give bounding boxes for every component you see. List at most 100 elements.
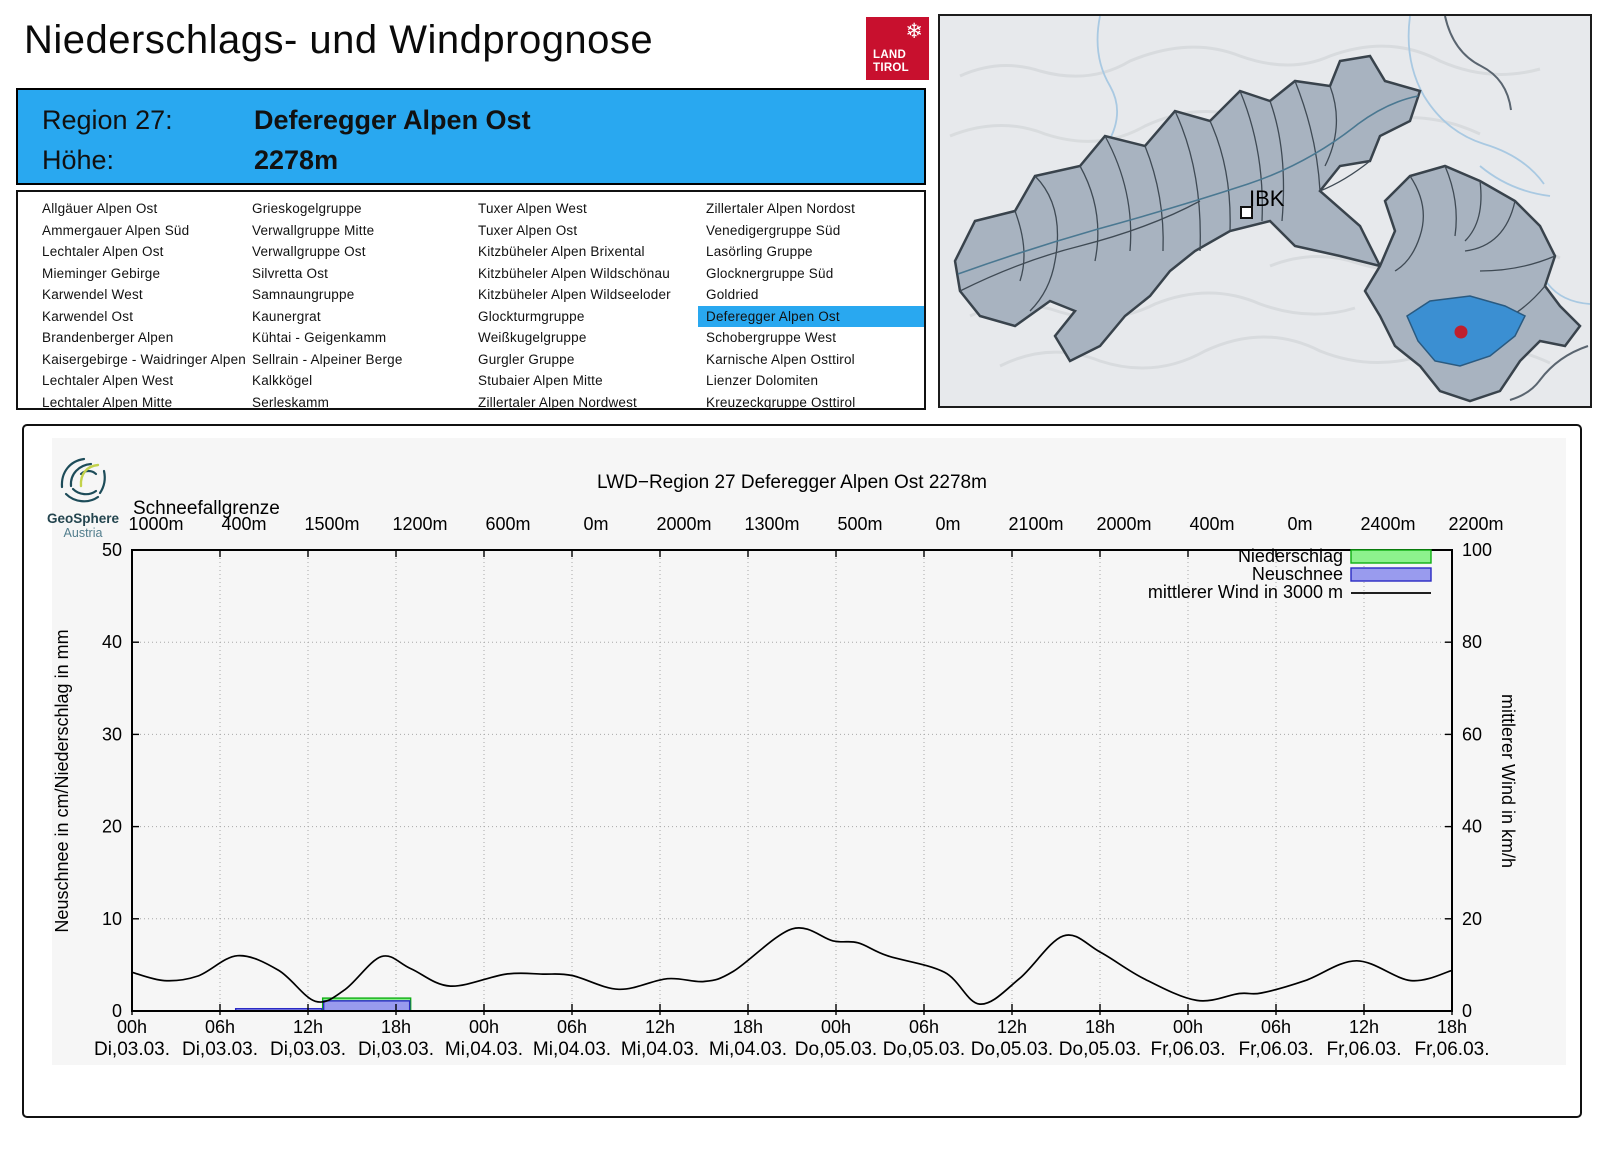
snowline-value: 2000m <box>656 514 711 534</box>
x-time-label: 06h <box>205 1017 235 1037</box>
right-axis-title: mittlerer Wind in km/h <box>1498 694 1518 868</box>
x-time-label: 06h <box>909 1017 939 1037</box>
x-time-label: 18h <box>381 1017 411 1037</box>
y-axis-tick-label: 30 <box>102 724 122 744</box>
region-list-item[interactable]: Silvretta Ost <box>252 265 329 281</box>
y2-axis-tick-label: 100 <box>1462 540 1492 560</box>
region-list-item[interactable]: Zillertaler Alpen Nordwest <box>478 394 638 410</box>
y-axis-tick-label: 0 <box>112 1001 122 1021</box>
map-inner-borders-nord <box>959 80 1371 312</box>
region-list-item[interactable]: Karnische Alpen Osttirol <box>706 351 855 367</box>
x-date-label: Mi,04.03. <box>533 1039 611 1060</box>
x-date-label: Di,03.03. <box>270 1039 346 1060</box>
region-list-item[interactable]: Goldried <box>706 287 759 302</box>
region-list-item[interactable]: Mieminger Gebirge <box>42 265 161 281</box>
x-time-label: 00h <box>821 1017 851 1037</box>
geosphere-logo: GeoSphere Austria <box>44 456 122 540</box>
page-title: Niederschlags- und Windprognose <box>24 18 654 62</box>
region-list-item[interactable]: Weißkugelgruppe <box>478 330 587 345</box>
x-date-label: Fr,06.03. <box>1239 1039 1314 1060</box>
x-date-label: Fr,06.03. <box>1151 1039 1226 1060</box>
region-list-item[interactable]: Stubaier Alpen Mitte <box>478 373 603 388</box>
region-list-item[interactable]: Tuxer Alpen West <box>478 201 587 216</box>
region-list-item[interactable]: Kalkkögel <box>252 373 313 388</box>
region-list-item[interactable]: Ammergauer Alpen Süd <box>42 222 190 238</box>
tirol-map: IBK <box>938 14 1592 408</box>
region-list-item[interactable]: Schobergruppe West <box>706 330 837 345</box>
region-list-item[interactable]: Lechtaler Alpen West <box>42 373 174 388</box>
region-list-item[interactable]: Karwendel Ost <box>42 308 134 324</box>
region-list-item[interactable]: Kaunergrat <box>252 308 321 324</box>
land-tirol-logo-text: LAND TIROL <box>873 49 909 74</box>
snowline-value: 1000m <box>128 514 183 534</box>
snowline-value: 0m <box>935 514 960 534</box>
legend-label-wind: mittlerer Wind in 3000 m <box>1148 582 1343 602</box>
region-list-item[interactable]: Gurgler Gruppe <box>478 351 575 367</box>
neuschnee-bar <box>322 1000 411 1012</box>
x-date-label: Mi,04.03. <box>445 1039 523 1060</box>
region-list-item[interactable]: Kühtai - Geigenkamm <box>252 330 387 345</box>
region-list-item[interactable]: Venedigergruppe Süd <box>706 222 841 238</box>
x-date-label: Di,03.03. <box>358 1039 434 1060</box>
region-list-item[interactable]: Verwallgruppe Ost <box>252 244 366 259</box>
y-axis-tick-label: 20 <box>102 817 122 837</box>
x-time-label: 18h <box>1085 1017 1115 1037</box>
region-list-item[interactable]: Kaisergebirge - Waidringer Alpen <box>42 351 247 367</box>
region-list-item[interactable]: Serleskamm <box>252 394 330 410</box>
region-header-box: Region 27: Deferegger Alpen Ost Höhe: 22… <box>16 88 926 185</box>
geosphere-name: GeoSphere <box>46 511 120 526</box>
x-date-label: Mi,04.03. <box>709 1039 787 1060</box>
snowline-value: 400m <box>1189 514 1234 534</box>
snowline-value: 2000m <box>1096 514 1151 534</box>
region-list-item[interactable]: Allgäuer Alpen Ost <box>42 201 158 216</box>
snowline-value: 2100m <box>1008 514 1063 534</box>
y-axis-tick-label: 40 <box>102 632 122 652</box>
region-list-item[interactable]: Glockturmgruppe <box>478 308 585 324</box>
chart-title: LWD−Region 27 Deferegger Alpen Ost 2278m <box>597 472 987 493</box>
region-list-item[interactable]: Lechtaler Alpen Ost <box>42 244 164 259</box>
y2-axis-tick-label: 60 <box>1462 724 1482 744</box>
region-list-item[interactable]: Samnaungruppe <box>252 287 355 302</box>
region-list-item[interactable]: Zillertaler Alpen Nordost <box>706 201 856 216</box>
x-time-label: 12h <box>1349 1017 1379 1037</box>
region-list-item[interactable]: Brandenberger Alpen <box>42 330 174 345</box>
tirol-map-svg: IBK <box>940 15 1591 406</box>
y2-axis-tick-label: 20 <box>1462 909 1482 929</box>
map-ibk-label: IBK <box>1249 186 1285 211</box>
region-list-item[interactable]: Grieskogelgruppe <box>252 201 362 216</box>
altitude-value: 2278m <box>254 144 339 175</box>
region-list-item[interactable]: Lechtaler Alpen Mitte <box>42 394 173 410</box>
x-time-label: 12h <box>645 1017 675 1037</box>
region-list-item[interactable]: Tuxer Alpen Ost <box>478 222 578 238</box>
y2-axis-tick-label: 40 <box>1462 817 1482 837</box>
legend-swatch-niederschlag <box>1350 549 1432 564</box>
region-list-item[interactable]: Sellrain - Alpeiner Berge <box>252 351 403 367</box>
region-list-item[interactable]: Lienzer Dolomiten <box>706 373 819 388</box>
x-time-label: 18h <box>1437 1017 1467 1037</box>
x-date-label: Do,05.03. <box>883 1039 965 1060</box>
snowline-value: 1500m <box>304 514 359 534</box>
region-list-item-selected[interactable]: Deferegger Alpen Ost <box>698 305 924 327</box>
x-date-label: Fr,06.03. <box>1415 1039 1490 1060</box>
chart-image-background <box>52 438 1566 1065</box>
x-date-label: Fr,06.03. <box>1327 1039 1402 1060</box>
snowline-value: 2200m <box>1448 514 1503 534</box>
region-list-item[interactable]: Kreuzeckgruppe Osttirol <box>706 394 856 410</box>
region-list-item[interactable]: Karwendel West <box>42 287 143 302</box>
region-list-item[interactable]: Kitzbüheler Alpen Wildseeloder <box>478 287 671 302</box>
snowline-label: Schneefallgrenze <box>133 498 280 519</box>
snowline-value: 1300m <box>744 514 799 534</box>
geosphere-country: Austria <box>63 526 103 540</box>
region-list-item[interactable]: Kitzbüheler Alpen Wildschönau <box>478 265 670 281</box>
region-list-item[interactable]: Verwallgruppe Mitte <box>252 222 375 238</box>
forecast-chart: LWD−Region 27 Deferegger Alpen Ost 2278m… <box>52 438 1566 1065</box>
map-inner-borders-ost <box>1394 165 1556 327</box>
region-list-item[interactable]: Lasörling Gruppe <box>706 244 813 259</box>
y-axis-tick-label: 10 <box>102 909 122 929</box>
x-date-label: Mi,04.03. <box>621 1039 699 1060</box>
region-list-item[interactable]: Glocknergruppe Süd <box>706 265 834 281</box>
region-list-item[interactable]: Kitzbüheler Alpen Brixental <box>478 244 645 259</box>
x-time-label: 06h <box>557 1017 587 1037</box>
legend-label-niederschlag: Niederschlag <box>1238 546 1343 566</box>
y2-axis-tick-label: 0 <box>1462 1001 1472 1021</box>
